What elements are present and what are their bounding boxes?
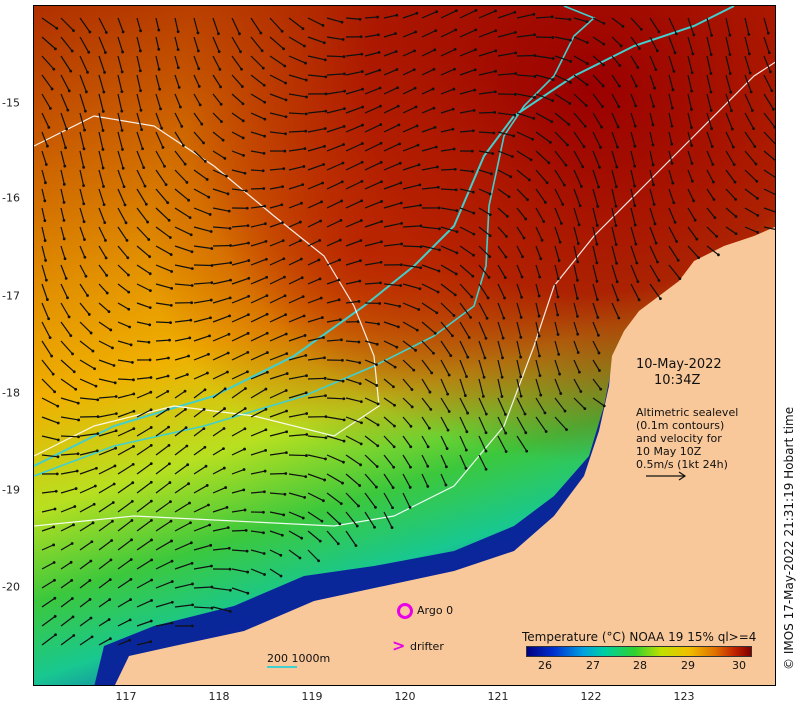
x-tick-label: 117	[115, 690, 137, 703]
land-mass	[114, 226, 775, 685]
drifter-marker-icon: >	[392, 636, 406, 655]
argo-marker-icon	[397, 603, 413, 619]
date-label: 10-May-2022	[636, 357, 722, 372]
isobath-1000m	[34, 6, 596, 477]
isobath-legend-label: 200 1000m	[267, 652, 331, 665]
y-tick-label: -19	[2, 483, 20, 497]
velocity-arrows	[41, 8, 775, 646]
y-tick-label: -20	[2, 580, 20, 594]
altimetry-note-line: and velocity for	[636, 432, 722, 445]
isobath-200m	[34, 6, 735, 467]
y-tick-label: -18	[2, 386, 20, 400]
map-frame	[33, 5, 776, 686]
x-tick-label: 119	[301, 690, 323, 703]
x-tick-label: 123	[673, 690, 695, 703]
x-tick-label: 122	[580, 690, 602, 703]
sealevel-contour-1	[34, 115, 380, 457]
colorbar-tick-label: 30	[732, 659, 746, 672]
time-label: 10:34Z	[654, 373, 701, 388]
altimetry-note: Altimetric sealevel (0.1m contours) and …	[636, 406, 738, 471]
colorbar-tick-label: 27	[586, 659, 600, 672]
altimetry-note-line: (0.1m contours)	[636, 419, 725, 432]
scale-arrow-icon	[646, 471, 687, 481]
x-tick-label: 120	[394, 690, 416, 703]
altimetry-note-line: Altimetric sealevel	[636, 406, 739, 419]
sst-map	[34, 6, 775, 685]
altimetry-note-line: 0.5m/s (1kt 24h)	[636, 458, 728, 471]
drifter-legend-label: drifter	[410, 640, 444, 653]
colorbar-tick-label: 28	[633, 659, 647, 672]
x-tick-label: 121	[487, 690, 509, 703]
x-tick-label: 118	[208, 690, 230, 703]
temperature-colorbar	[526, 646, 752, 657]
altimetry-note-line: 10 May 10Z	[636, 445, 702, 458]
isobath-legend-line	[267, 666, 297, 668]
y-tick-label: -16	[2, 191, 20, 205]
colorbar-tick-label: 26	[538, 659, 552, 672]
argo-legend-label: Argo 0	[417, 604, 454, 617]
y-tick-label: -17	[2, 289, 20, 303]
y-tick-label: -15	[2, 96, 20, 110]
colorbar-tick-label: 29	[681, 659, 695, 672]
colorbar-title: Temperature (°C) NOAA 19 15% ql>=4	[522, 630, 757, 644]
credit-text: © IMOS 17-May-2022 21:31:19 Hobart time	[782, 406, 796, 670]
